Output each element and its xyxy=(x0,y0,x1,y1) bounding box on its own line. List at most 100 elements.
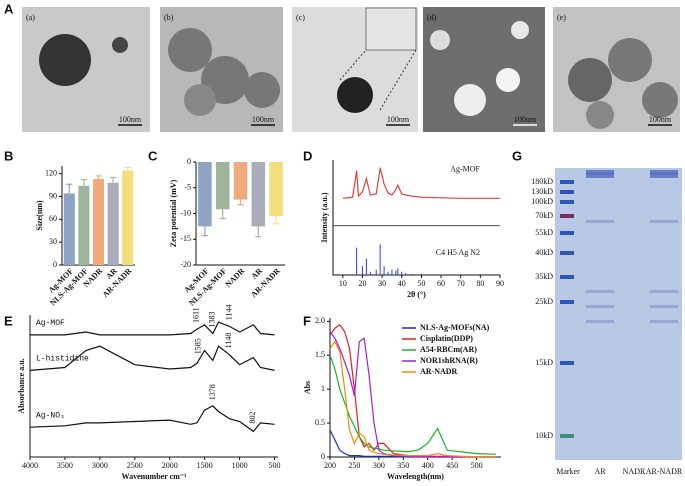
annotation: 1378 xyxy=(208,384,217,400)
marker-band xyxy=(560,251,574,255)
marker-size: 35kD xyxy=(535,272,553,281)
marker-size: 15kD xyxy=(535,358,553,367)
image-label: (b) xyxy=(164,13,174,22)
y-tick-label: 1 xyxy=(321,384,325,393)
y-tick-label: 2.0 xyxy=(315,316,325,325)
x-tick-label: 500 xyxy=(269,461,281,470)
y-axis-title: Zeta potential (mV) xyxy=(169,179,178,247)
lane-top xyxy=(650,170,678,178)
y-axis-title: Size(nm) xyxy=(35,200,44,231)
x-tick-label: 2000 xyxy=(162,461,178,470)
y-tick-label: -20 xyxy=(180,260,191,269)
marker-size: 25kD xyxy=(535,297,553,306)
panel-label: G xyxy=(512,148,522,163)
series-line xyxy=(329,323,497,458)
x-tick-label: 450 xyxy=(446,461,458,470)
protein-band xyxy=(586,290,614,293)
series-line xyxy=(329,355,497,455)
legend-label: NLS-Ag-MOFs(NA) xyxy=(420,323,490,332)
x-tick-label: 40 xyxy=(398,279,406,288)
series-line xyxy=(30,321,275,336)
annotation: 1585 xyxy=(194,338,203,354)
series-label: Ag-MOF xyxy=(36,319,65,328)
marker-size: 40kD xyxy=(535,248,553,257)
particle xyxy=(511,21,529,39)
error-bar xyxy=(80,179,87,186)
lane-label: AR-NADR xyxy=(646,467,683,476)
x-axis-title: Wavelength(nm) xyxy=(387,472,444,481)
error-bar xyxy=(110,176,117,183)
bar xyxy=(233,162,248,200)
image-label: (d) xyxy=(427,13,437,22)
bar xyxy=(92,178,105,265)
particle xyxy=(39,34,91,86)
panel-label: F xyxy=(303,313,311,328)
series-line xyxy=(342,167,500,199)
image-label: (a) xyxy=(26,13,35,22)
x-tick-label: 1000 xyxy=(232,461,248,470)
x-tick-label: 60 xyxy=(437,279,445,288)
bar xyxy=(251,162,266,227)
axes xyxy=(332,160,500,276)
series-label: C4 H5 Ag N2 xyxy=(436,248,480,257)
x-axis-title: Wavenumber cm⁻¹ xyxy=(122,472,188,481)
y-tick-label: 90 xyxy=(49,191,57,200)
annotation: 802 xyxy=(248,411,257,423)
marker-size: 180kD xyxy=(531,177,553,186)
particle xyxy=(586,101,614,129)
protein-band xyxy=(586,220,614,223)
x-tick-label: 30 xyxy=(378,279,386,288)
particle xyxy=(430,30,450,50)
bar xyxy=(107,182,119,265)
y-tick-label: 60 xyxy=(49,214,57,223)
marker-band xyxy=(560,214,574,218)
marker-band xyxy=(560,231,574,235)
error-bar xyxy=(255,226,262,238)
particle xyxy=(454,84,486,116)
particle xyxy=(642,82,678,118)
x-tick-label: 90 xyxy=(496,279,504,288)
protein-band xyxy=(586,305,614,308)
protein-band xyxy=(650,290,678,293)
x-tick-label: 50 xyxy=(417,279,425,288)
annotation: 1611 xyxy=(192,307,201,323)
x-tick-label: 200 xyxy=(324,461,336,470)
image-label: (e) xyxy=(557,13,566,22)
lane-label: Marker xyxy=(556,467,580,476)
x-tick-label: 2500 xyxy=(127,461,143,470)
x-tick-label: 20 xyxy=(358,279,366,288)
lane-top xyxy=(586,170,614,178)
error-bar xyxy=(219,209,226,220)
series-line xyxy=(329,331,497,458)
bar xyxy=(63,193,75,265)
panel-label: E xyxy=(4,313,13,328)
legend-label: A54-RBCm(AR) xyxy=(420,345,477,354)
marker-band xyxy=(560,200,574,204)
y-tick-label: -5 xyxy=(184,183,191,192)
error-bar xyxy=(201,226,208,237)
panel-label: D xyxy=(303,148,312,163)
particle xyxy=(568,58,612,102)
annotation: 1148 xyxy=(224,333,233,349)
marker-size: 55kD xyxy=(535,228,553,237)
protein-band xyxy=(650,320,678,323)
legend-label: AR-NADR xyxy=(420,367,458,376)
particle xyxy=(496,68,520,92)
error-bar xyxy=(95,175,102,179)
scale-text: 100nm xyxy=(514,115,537,124)
particle xyxy=(337,77,373,113)
marker-size: 10kD xyxy=(535,431,553,440)
annotation: 1144 xyxy=(224,305,233,321)
x-tick-label: 350 xyxy=(397,461,409,470)
x-tick-label: 10 xyxy=(339,279,347,288)
scale-text: 100nm xyxy=(252,115,275,124)
bar xyxy=(269,162,283,217)
protein-band xyxy=(650,220,678,223)
y-axis-title: Intensity (a.u.) xyxy=(320,192,329,242)
y-tick-label: -10 xyxy=(180,208,191,217)
bar xyxy=(78,185,90,265)
series-label: L-histidine xyxy=(36,354,89,363)
inset-guide xyxy=(339,49,367,81)
series-label: Ag-NO₃ xyxy=(36,411,65,420)
lane-label: AR xyxy=(594,467,606,476)
